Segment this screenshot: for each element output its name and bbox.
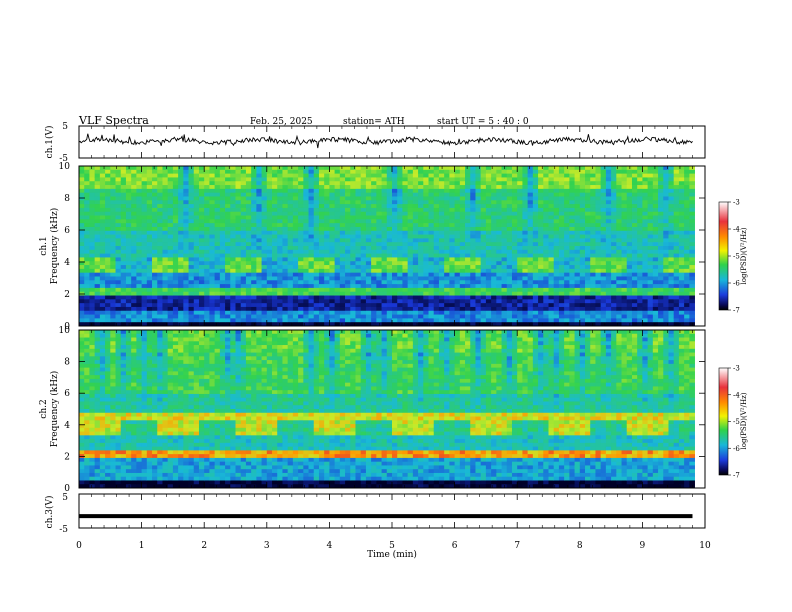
time-tick-label: 0 [76, 541, 82, 551]
ch1-colorbar-label: log(PSD)(V²/Hz) [740, 227, 748, 284]
ch2-frequency-ytick-label: 10 [59, 326, 71, 336]
time-tick-label: 7 [514, 541, 520, 551]
ch2-frequency-ytick-label: 0 [64, 484, 70, 494]
ch1-spectrogram-ylabel-frequency: Frequency (kHz) [49, 208, 60, 285]
ch1-colorbar-tick-label: -5 [733, 253, 740, 261]
ch2-frequency-ytick-label: 4 [64, 421, 70, 431]
time-tick-label: 10 [699, 541, 711, 551]
figure-title: VLF Spectra [78, 114, 149, 127]
ch2-frequency-ytick-label: 8 [64, 358, 70, 368]
ch3-waveform-panel: 5 -5 ch.3(V) [44, 493, 706, 535]
time-tick-label: 8 [577, 541, 583, 551]
time-tick-label: 6 [452, 541, 458, 551]
time-tick-label: 3 [264, 541, 270, 551]
ch1-waveform-trace [78, 133, 693, 149]
time-axis-label: Time (min) [367, 549, 417, 560]
time-tick-label: 1 [139, 541, 145, 551]
ch2-spectrogram-ylabel-frequency: Frequency (kHz) [49, 371, 60, 448]
date-label: Feb. 25, 2025 [250, 117, 313, 127]
ch1-ytick-bottom: -5 [59, 154, 68, 164]
ch2-colorbar-label: log(PSD)(V²/Hz) [740, 392, 748, 449]
ch1-frequency-ytick-label: 2 [64, 290, 70, 300]
ch1-frequency-ytick-label: 10 [59, 162, 71, 172]
ch1-frequency-ytick-label: 0 [64, 322, 70, 332]
ch1-colorbar-tick-label: -4 [733, 226, 740, 234]
ch2-colorbar: -3 -4 -5 -6 -7 log(PSD)(V²/Hz) [718, 365, 748, 480]
ch1-colorbar-tick-label: -6 [733, 280, 740, 288]
ch1-colorbar-scale [718, 201, 729, 311]
time-tick-label: 4 [327, 541, 333, 551]
ch1-frequency-ytick-label: 4 [64, 258, 70, 268]
ch1-frequency-ytick-label: 8 [64, 194, 70, 204]
ch3-waveform-ylabel: ch.3(V) [44, 496, 55, 529]
ch1-spectrogram-panel: 0 2 4 6 8 10 ch.1 Frequency (kHz) [39, 162, 706, 332]
ch2-frequency-ytick-label: 2 [64, 452, 70, 462]
station-label: station= ATH [343, 117, 405, 127]
ch2-colorbar-tick-label: -7 [733, 472, 740, 480]
ch2-colorbar-scale [718, 367, 729, 476]
ch2-spectrogram-ylabel-channel: ch.2 [39, 399, 49, 418]
time-tick-label: 5 [389, 541, 395, 551]
time-axis: 0 1 2 3 4 5 6 7 8 9 10 [76, 126, 711, 551]
ch3-ytick-bottom: -5 [59, 525, 68, 535]
start-time-label: start UT = 5 : 40 : 0 [437, 117, 529, 127]
ch1-waveform-panel: 5 -5 ch.1(V) [44, 122, 706, 164]
ch3-ytick-top: 5 [62, 493, 68, 503]
ch2-colorbar-tick-label: -3 [733, 365, 740, 373]
ch1-colorbar: -3 -4 -5 -6 -7 log(PSD)(V²/Hz) [718, 199, 748, 315]
time-tick-label: 2 [201, 541, 207, 551]
ch1-ytick-top: 5 [62, 122, 68, 132]
ch2-colorbar-tick-label: -4 [733, 391, 740, 399]
ch1-waveform-ylabel: ch.1(V) [44, 126, 55, 159]
ch1-spectrogram-image [79, 166, 695, 327]
ch2-colorbar-tick-label: -5 [733, 418, 740, 426]
ch2-spectrogram-panel: 0 2 4 6 8 10 ch.2 Frequency (kHz) [39, 326, 706, 494]
ch1-frequency-ytick-label: 6 [64, 226, 70, 236]
ch1-colorbar-tick-label: -3 [733, 199, 740, 207]
ch2-spectrogram-image [79, 330, 695, 489]
ch2-frequency-ytick-label: 6 [64, 389, 70, 399]
ch1-colorbar-tick-label: -7 [733, 307, 740, 315]
ch1-spectrogram-ylabel-channel: ch.1 [39, 236, 49, 255]
ch2-colorbar-tick-label: -6 [733, 445, 740, 453]
time-tick-label: 9 [640, 541, 646, 551]
